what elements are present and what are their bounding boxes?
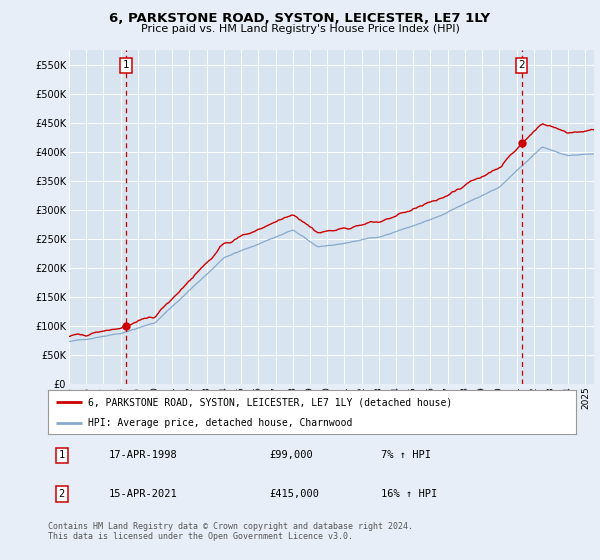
Text: Contains HM Land Registry data © Crown copyright and database right 2024.
This d: Contains HM Land Registry data © Crown c… bbox=[48, 522, 413, 542]
Text: 1: 1 bbox=[122, 60, 129, 71]
Text: 1: 1 bbox=[59, 450, 65, 460]
Text: 2: 2 bbox=[59, 489, 65, 498]
Text: Price paid vs. HM Land Registry's House Price Index (HPI): Price paid vs. HM Land Registry's House … bbox=[140, 24, 460, 34]
Text: 15-APR-2021: 15-APR-2021 bbox=[109, 489, 178, 498]
Text: 2: 2 bbox=[518, 60, 525, 71]
Text: 6, PARKSTONE ROAD, SYSTON, LEICESTER, LE7 1LY (detached house): 6, PARKSTONE ROAD, SYSTON, LEICESTER, LE… bbox=[88, 397, 452, 407]
Text: £99,000: £99,000 bbox=[270, 450, 314, 460]
Text: £415,000: £415,000 bbox=[270, 489, 320, 498]
Text: 17-APR-1998: 17-APR-1998 bbox=[109, 450, 178, 460]
Text: 7% ↑ HPI: 7% ↑ HPI bbox=[380, 450, 431, 460]
Text: 6, PARKSTONE ROAD, SYSTON, LEICESTER, LE7 1LY: 6, PARKSTONE ROAD, SYSTON, LEICESTER, LE… bbox=[109, 12, 491, 25]
Text: 16% ↑ HPI: 16% ↑ HPI bbox=[380, 489, 437, 498]
Text: HPI: Average price, detached house, Charnwood: HPI: Average price, detached house, Char… bbox=[88, 418, 352, 428]
